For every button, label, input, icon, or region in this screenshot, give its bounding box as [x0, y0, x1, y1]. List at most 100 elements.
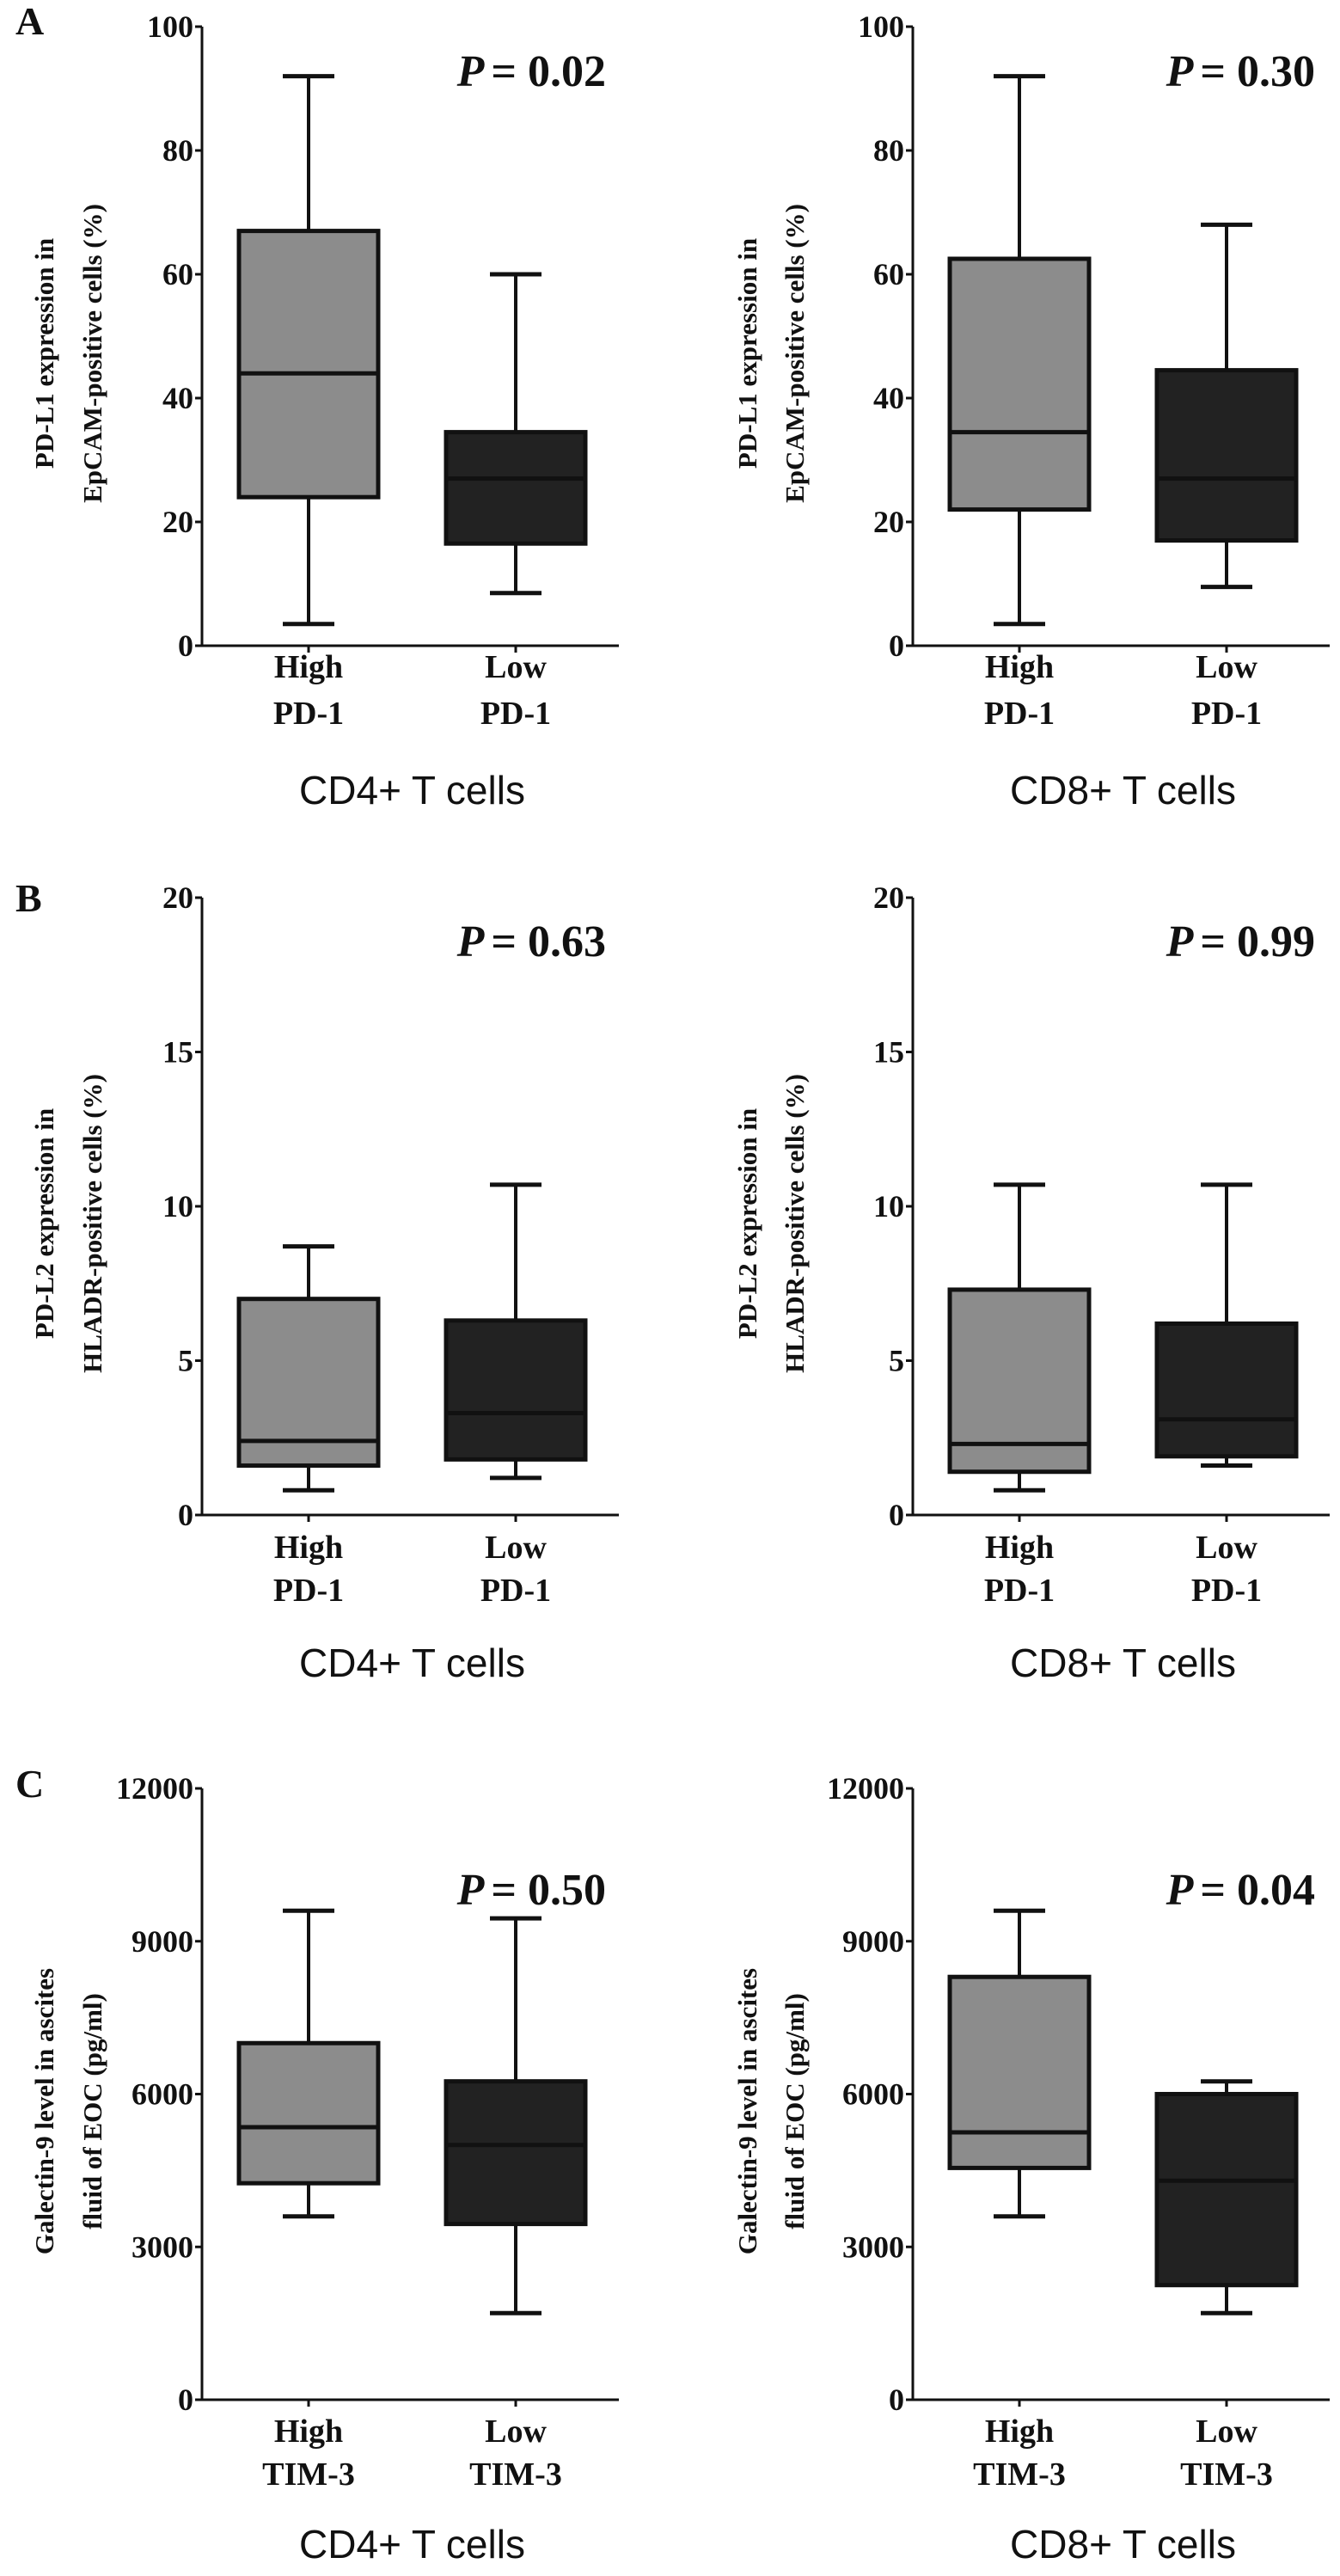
y-tick-label: 3000: [842, 2229, 904, 2264]
y-axis-label: fluid of EOC (pg/ml): [780, 1993, 810, 2229]
y-tick-label: 80: [873, 133, 904, 168]
category-label: PD-1: [1191, 1573, 1262, 1609]
group-title: CD4+ T cells: [299, 2522, 525, 2567]
y-tick-label: 100: [147, 9, 193, 44]
y-tick-label: 0: [178, 2383, 193, 2417]
category-label: PD-1: [480, 1573, 551, 1609]
y-tick-label: 20: [162, 505, 193, 539]
category-label: Low: [1196, 1530, 1257, 1566]
boxplot-panel-B-cd8: 0 5 10 15 20 PD-L2 expression in HLADR-positiv…: [732, 880, 1330, 1685]
y-tick-label: 10: [873, 1189, 904, 1224]
y-axis-label: PD-L2 expression in: [29, 1108, 59, 1339]
low-box: [1154, 368, 1299, 543]
category-label: Low: [485, 1530, 547, 1566]
low-box: [444, 430, 588, 546]
p-value: P = 0.99: [1166, 917, 1315, 966]
category-label: TIM-3: [1180, 2456, 1273, 2493]
y-tick-label: 9000: [842, 1924, 904, 1959]
category-label: PD-1: [1191, 696, 1262, 732]
y-tick-label: 12000: [827, 1771, 904, 1806]
category-label: TIM-3: [262, 2456, 355, 2493]
p-symbol: P: [1166, 917, 1195, 966]
high-box: [947, 1287, 1092, 1475]
y-tick-label: 9000: [132, 1924, 193, 1959]
p-value-text: = 0.99: [1200, 917, 1315, 966]
boxplot-panel-C-cd8: 0 3000 6000 9000 12000 Galectin-9 level in as…: [732, 1771, 1330, 2567]
p-value-text: = 0.50: [491, 1866, 606, 1915]
high-box: [236, 229, 381, 500]
y-tick-label: 40: [873, 381, 904, 415]
y-axis-label: EpCAM-positive cells (%): [780, 204, 810, 503]
y-tick-label: 3000: [132, 2229, 193, 2264]
group-title: CD8+ T cells: [1010, 768, 1236, 813]
category-label: Low: [485, 2413, 547, 2450]
y-tick-label: 5: [889, 1344, 904, 1378]
category-label: TIM-3: [469, 2456, 562, 2493]
y-axis-label: PD-L1 expression in: [732, 238, 762, 469]
y-tick-label: 0: [889, 1498, 904, 1532]
y-tick-label: 6000: [132, 2077, 193, 2112]
p-symbol: P: [1166, 1866, 1195, 1915]
category-label: PD-1: [984, 696, 1055, 732]
category-label: High: [985, 1530, 1054, 1566]
high-box: [236, 2040, 381, 2186]
panel-letter-B: B: [15, 876, 42, 920]
p-value-text: = 0.30: [1200, 47, 1315, 96]
y-axis-label: PD-L1 expression in: [29, 238, 59, 469]
low-box: [444, 2079, 588, 2227]
panel-letter-C: C: [15, 1762, 44, 1806]
p-value: P = 0.30: [1166, 47, 1315, 96]
category-label: Low: [485, 649, 547, 685]
y-tick-label: 40: [162, 381, 193, 415]
category-label: PD-1: [480, 696, 551, 732]
group-title: CD4+ T cells: [299, 768, 525, 813]
category-label: Low: [1196, 2413, 1257, 2450]
high-box: [947, 256, 1092, 512]
category-label: High: [985, 2413, 1054, 2450]
category-label: PD-1: [273, 1573, 344, 1609]
y-tick-label: 15: [162, 1035, 193, 1070]
category-label: Low: [1196, 649, 1257, 685]
category-label: TIM-3: [973, 2456, 1066, 2493]
y-tick-label: 60: [162, 257, 193, 291]
boxplot-panel-A-cd8: 0 20 40 60 80 100 PD-L1 expression in EpCAM-pos…: [732, 9, 1330, 813]
y-axis-label: Galectin-9 level in ascites: [732, 1968, 762, 2254]
group-title: CD8+ T cells: [1010, 2522, 1236, 2567]
low-box: [444, 1318, 588, 1462]
boxplot-panel-A-cd4: 0 20 40 60 80 100 PD-L1 expression in EpCAM-pos…: [29, 9, 619, 813]
y-axis-label: Galectin-9 level in ascites: [29, 1968, 59, 2254]
p-symbol: P: [456, 917, 486, 966]
y-tick-label: 80: [162, 133, 193, 168]
category-label: High: [274, 1530, 343, 1566]
p-value-text: = 0.02: [491, 47, 606, 96]
y-tick-label: 12000: [116, 1771, 193, 1806]
p-symbol: P: [456, 1866, 486, 1915]
y-tick-label: 15: [873, 1035, 904, 1070]
category-label: High: [274, 649, 343, 685]
p-value-text: = 0.63: [491, 917, 606, 966]
boxplot-panel-B-cd4: 0 5 10 15 20 PD-L2 expression in HLADR-positiv…: [29, 880, 619, 1685]
y-tick-label: 20: [873, 880, 904, 915]
y-tick-label: 100: [858, 9, 904, 44]
low-box: [1154, 1321, 1299, 1459]
category-label: PD-1: [984, 1573, 1055, 1609]
p-value: P = 0.02: [456, 47, 606, 96]
group-title: CD4+ T cells: [299, 1641, 525, 1685]
p-value: P = 0.50: [456, 1866, 606, 1915]
category-label: High: [274, 2413, 343, 2450]
y-axis-label: fluid of EOC (pg/ml): [77, 1993, 107, 2229]
category-label: PD-1: [273, 696, 344, 732]
y-axis-label: HLADR-positive cells (%): [77, 1074, 107, 1373]
y-tick-label: 20: [162, 880, 193, 915]
p-symbol: P: [1166, 47, 1195, 96]
p-value: P = 0.63: [456, 917, 606, 966]
category-label: High: [985, 649, 1054, 685]
y-tick-label: 60: [873, 257, 904, 291]
low-box: [1154, 2092, 1299, 2288]
high-box: [947, 1974, 1092, 2170]
y-axis-label: PD-L2 expression in: [732, 1108, 762, 1339]
high-box: [236, 1297, 381, 1469]
panel-letter-A: A: [15, 0, 44, 43]
y-tick-label: 0: [178, 629, 193, 663]
